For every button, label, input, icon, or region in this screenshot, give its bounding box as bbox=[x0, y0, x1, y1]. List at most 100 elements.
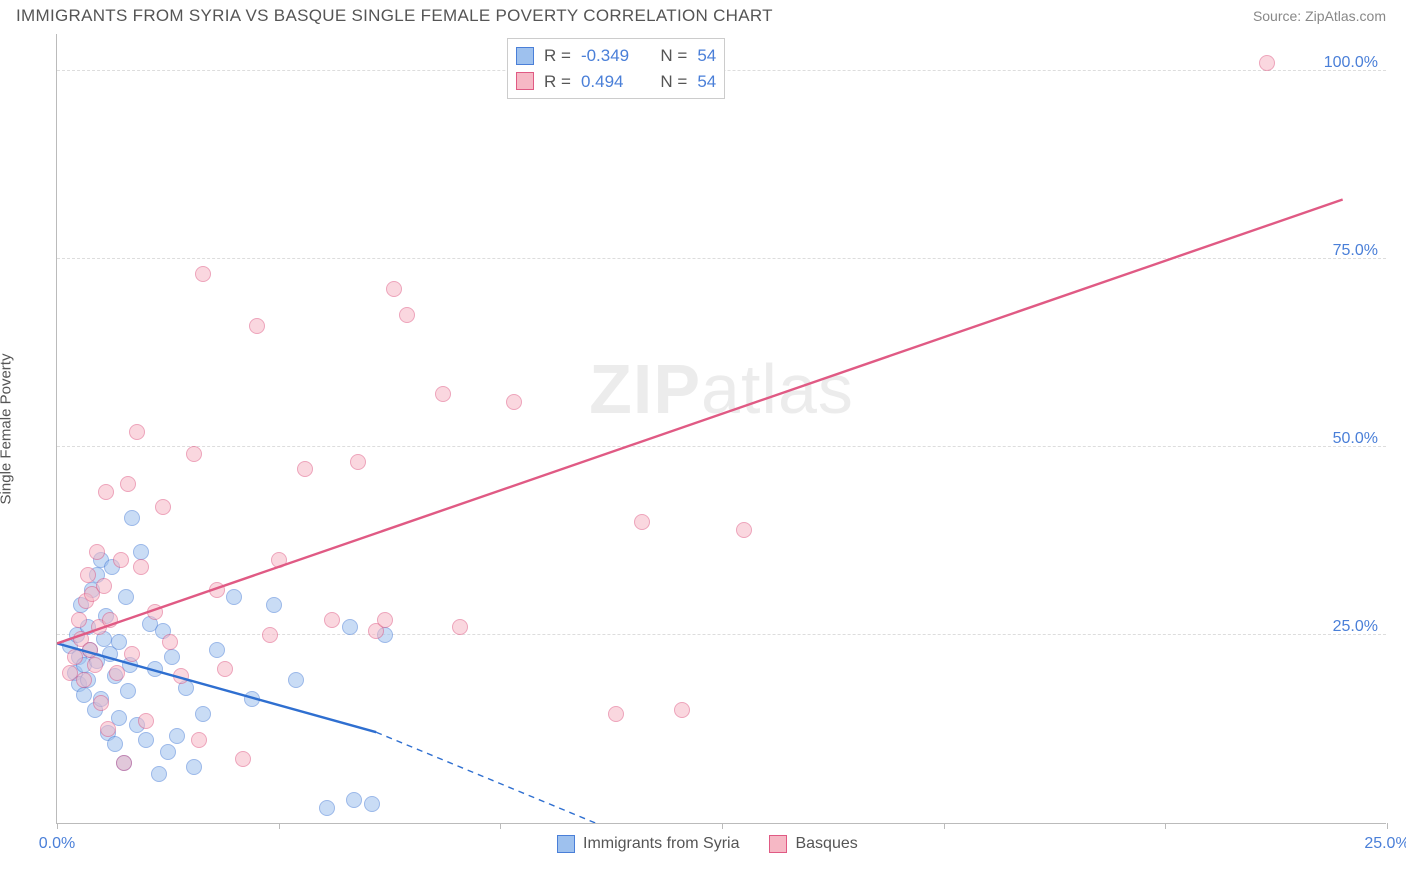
data-point bbox=[124, 646, 140, 662]
data-point bbox=[244, 691, 260, 707]
y-tick-label: 75.0% bbox=[1333, 242, 1378, 260]
data-point bbox=[120, 476, 136, 492]
data-point bbox=[195, 706, 211, 722]
data-point bbox=[186, 446, 202, 462]
legend-swatch bbox=[557, 835, 575, 853]
data-point bbox=[98, 484, 114, 500]
legend-swatch bbox=[769, 835, 787, 853]
data-point bbox=[160, 744, 176, 760]
data-point bbox=[162, 634, 178, 650]
data-point bbox=[102, 612, 118, 628]
legend-item: Immigrants from Syria bbox=[557, 835, 739, 853]
data-point bbox=[209, 582, 225, 598]
data-point bbox=[107, 736, 123, 752]
legend-item: Basques bbox=[769, 835, 857, 853]
data-point bbox=[118, 589, 134, 605]
data-point bbox=[346, 792, 362, 808]
data-point bbox=[186, 759, 202, 775]
data-point bbox=[76, 687, 92, 703]
data-point bbox=[674, 702, 690, 718]
x-tick bbox=[722, 823, 723, 829]
data-point bbox=[319, 800, 335, 816]
x-tick bbox=[944, 823, 945, 829]
legend-swatch bbox=[516, 47, 534, 65]
data-point bbox=[173, 668, 189, 684]
data-point bbox=[377, 612, 393, 628]
data-point bbox=[217, 661, 233, 677]
gridline bbox=[57, 258, 1386, 259]
y-tick-label: 25.0% bbox=[1333, 618, 1378, 636]
data-point bbox=[235, 751, 251, 767]
data-point bbox=[271, 552, 287, 568]
data-point bbox=[452, 619, 468, 635]
y-tick-label: 100.0% bbox=[1324, 54, 1378, 72]
data-point bbox=[76, 672, 92, 688]
data-point bbox=[93, 695, 109, 711]
data-point bbox=[138, 732, 154, 748]
gridline bbox=[57, 634, 1386, 635]
data-point bbox=[435, 386, 451, 402]
data-point bbox=[399, 307, 415, 323]
data-point bbox=[324, 612, 340, 628]
data-point bbox=[191, 732, 207, 748]
data-point bbox=[113, 552, 129, 568]
series-legend: Immigrants from Syria Basques bbox=[557, 835, 858, 853]
plot-area: ZIPatlas 25.0%50.0%75.0%100.0%0.0%25.0%R… bbox=[56, 34, 1386, 824]
legend-label: Immigrants from Syria bbox=[583, 835, 739, 853]
data-point bbox=[736, 522, 752, 538]
data-point bbox=[129, 424, 145, 440]
data-point bbox=[147, 604, 163, 620]
data-point bbox=[350, 454, 366, 470]
data-point bbox=[138, 713, 154, 729]
data-point bbox=[1259, 55, 1275, 71]
data-point bbox=[96, 578, 112, 594]
x-tick bbox=[1165, 823, 1166, 829]
data-point bbox=[169, 728, 185, 744]
y-tick-label: 50.0% bbox=[1333, 430, 1378, 448]
data-point bbox=[297, 461, 313, 477]
data-point bbox=[195, 266, 211, 282]
data-point bbox=[71, 612, 87, 628]
source-attribution: Source: ZipAtlas.com bbox=[1253, 8, 1386, 24]
data-point bbox=[147, 661, 163, 677]
data-point bbox=[100, 721, 116, 737]
data-point bbox=[151, 766, 167, 782]
x-tick bbox=[57, 823, 58, 829]
gridline bbox=[57, 446, 1386, 447]
data-point bbox=[120, 683, 136, 699]
data-point bbox=[89, 544, 105, 560]
data-point bbox=[226, 589, 242, 605]
data-point bbox=[266, 597, 282, 613]
data-point bbox=[67, 649, 83, 665]
source-link[interactable]: ZipAtlas.com bbox=[1305, 8, 1386, 24]
legend-swatch bbox=[516, 72, 534, 90]
data-point bbox=[342, 619, 358, 635]
legend-label: Basques bbox=[795, 835, 857, 853]
data-point bbox=[164, 649, 180, 665]
data-point bbox=[111, 634, 127, 650]
watermark: ZIPatlas bbox=[589, 349, 854, 429]
x-tick bbox=[500, 823, 501, 829]
data-point bbox=[608, 706, 624, 722]
data-point bbox=[133, 559, 149, 575]
x-tick-label: 25.0% bbox=[1364, 835, 1406, 853]
data-point bbox=[249, 318, 265, 334]
data-point bbox=[109, 665, 125, 681]
correlation-chart: Single Female Poverty ZIPatlas 25.0%50.0… bbox=[38, 34, 1388, 824]
data-point bbox=[386, 281, 402, 297]
x-tick-label: 0.0% bbox=[39, 835, 75, 853]
legend-row: R = 0.494 N = 54 bbox=[516, 69, 716, 95]
legend-row: R = -0.349 N = 54 bbox=[516, 43, 716, 69]
data-point bbox=[80, 567, 96, 583]
data-point bbox=[124, 510, 140, 526]
data-point bbox=[209, 642, 225, 658]
data-point bbox=[82, 642, 98, 658]
data-point bbox=[87, 657, 103, 673]
x-tick bbox=[279, 823, 280, 829]
y-axis-label: Single Female Poverty bbox=[0, 354, 15, 505]
data-point bbox=[506, 394, 522, 410]
data-point bbox=[288, 672, 304, 688]
chart-title: IMMIGRANTS FROM SYRIA VS BASQUE SINGLE F… bbox=[16, 6, 773, 26]
data-point bbox=[133, 544, 149, 560]
data-point bbox=[364, 796, 380, 812]
